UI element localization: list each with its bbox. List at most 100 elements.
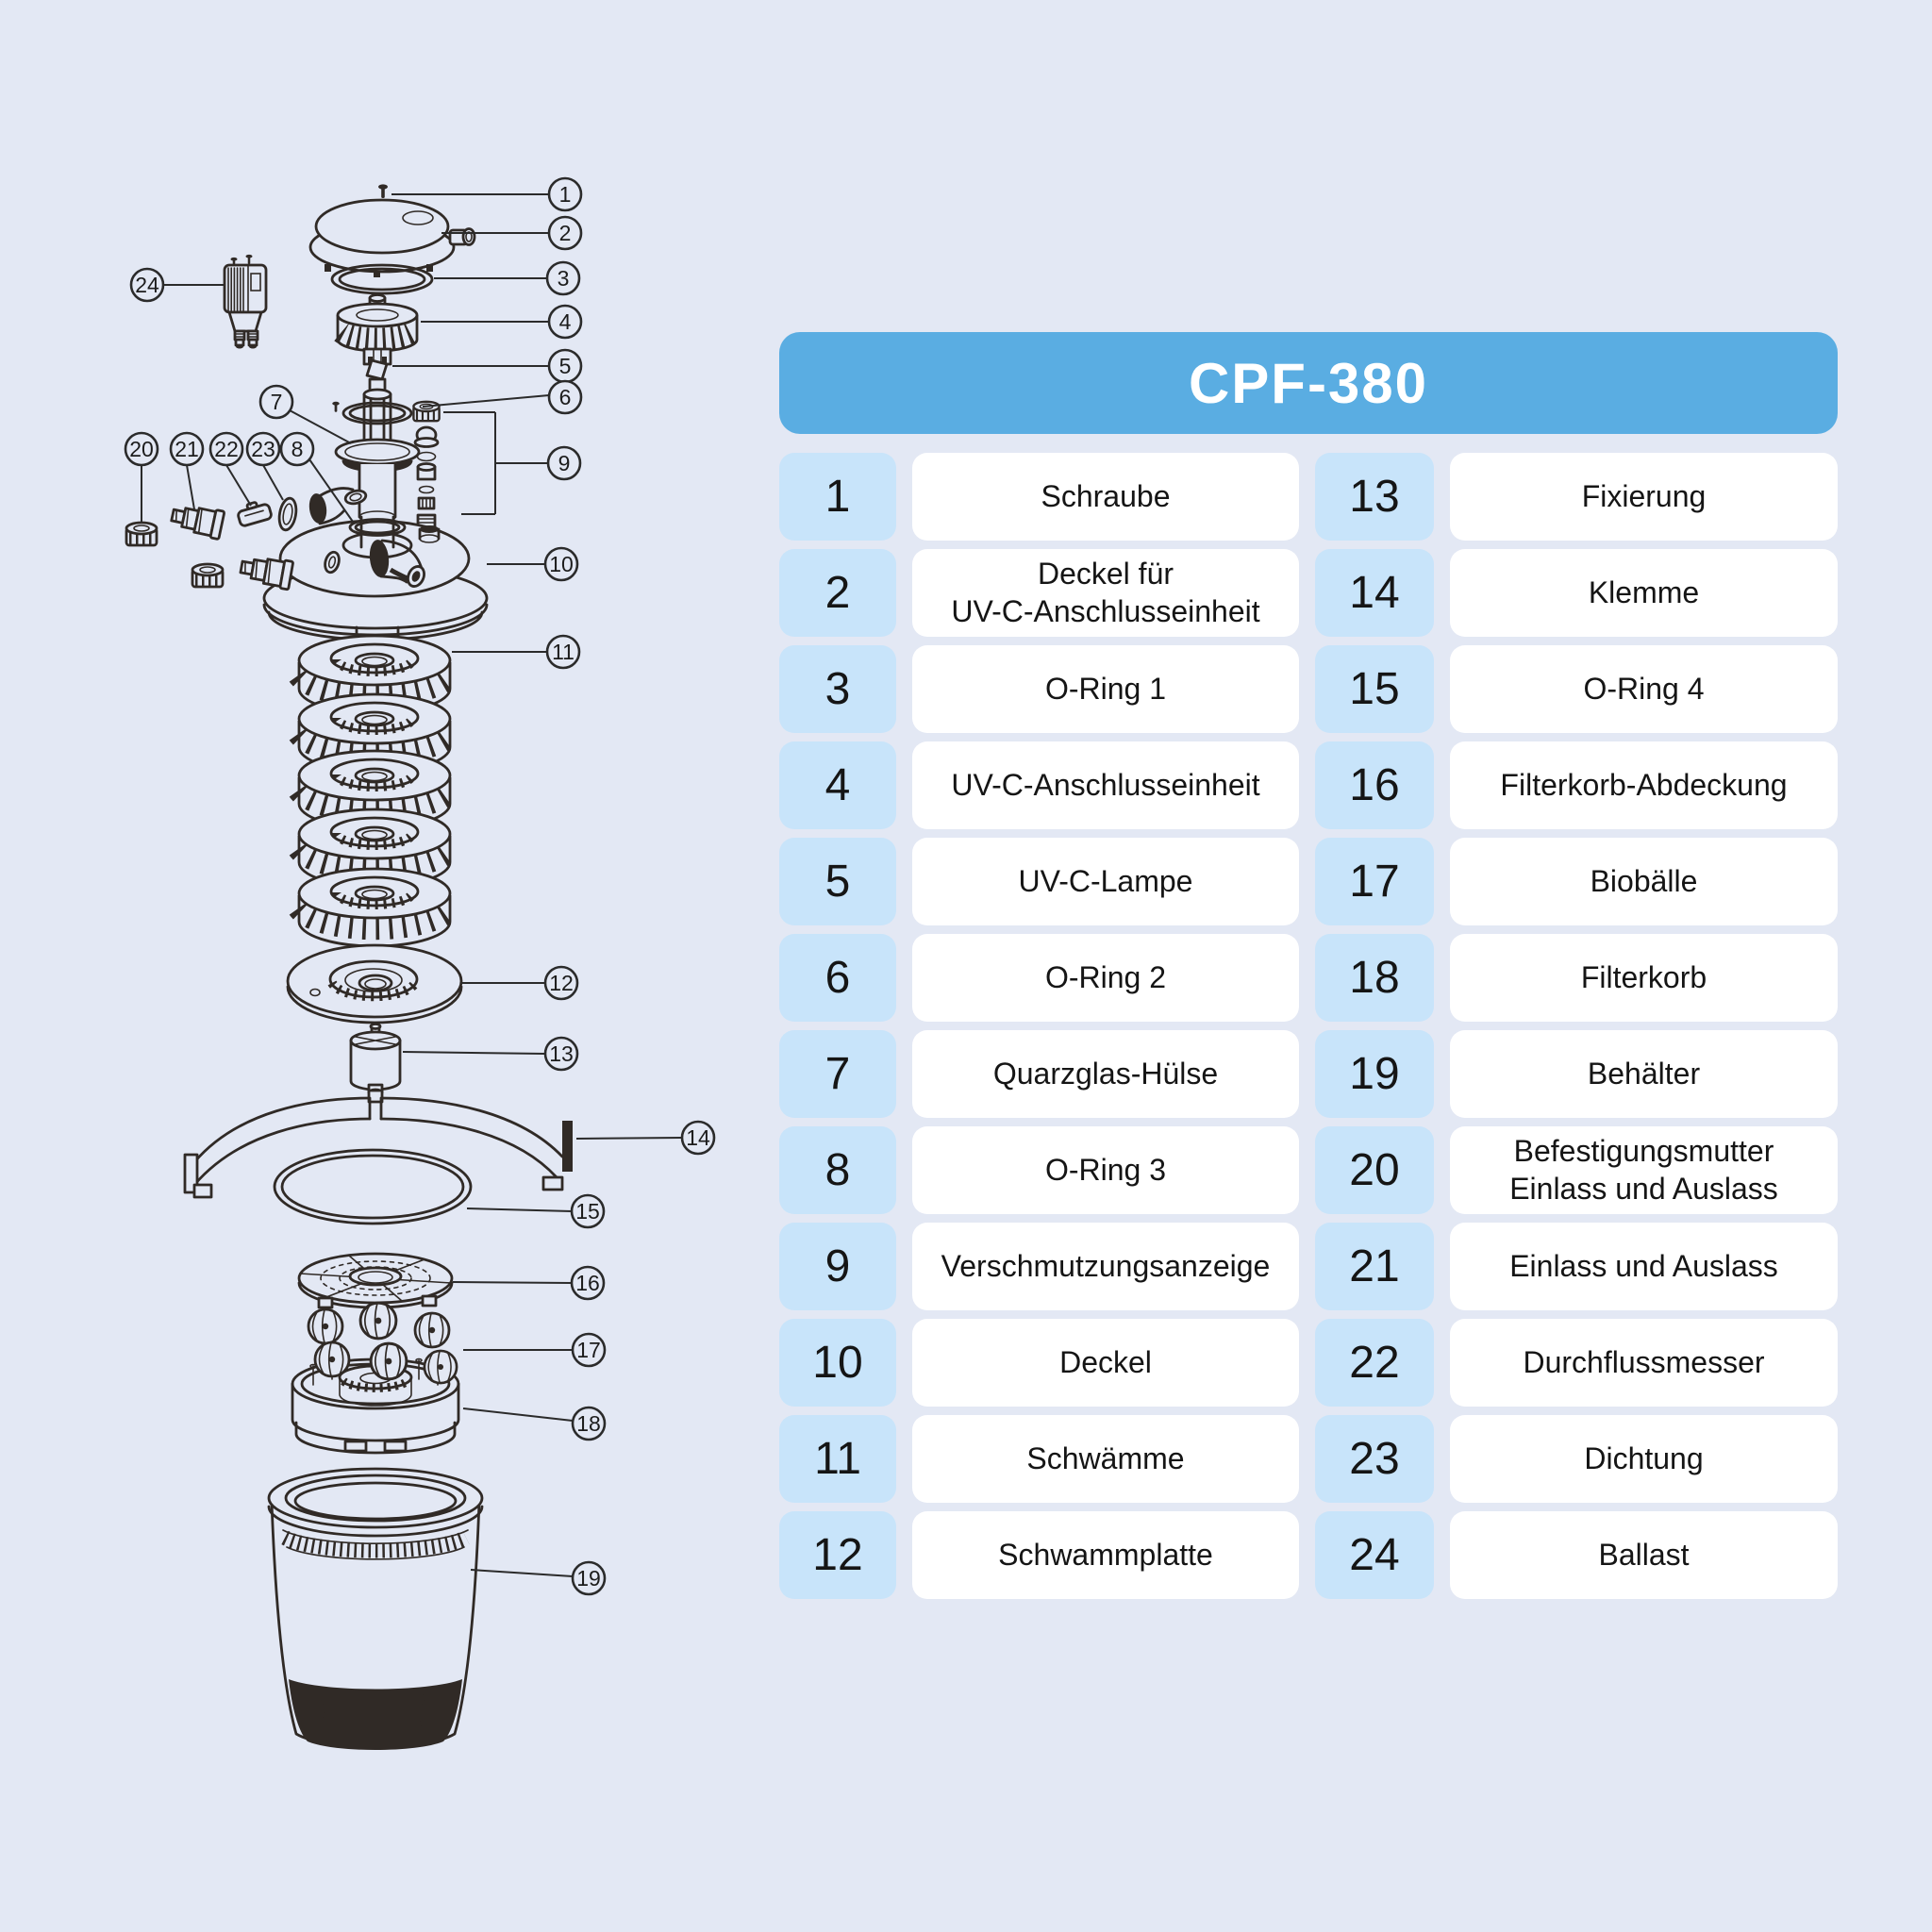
svg-text:10: 10 bbox=[549, 552, 574, 576]
parts-grid: 1 Schraube 13 Fixierung 2 Deckel für UV-… bbox=[779, 453, 1838, 1599]
part-name-cell: Ballast bbox=[1450, 1511, 1838, 1599]
part-number-cell: 18 bbox=[1315, 934, 1434, 1022]
svg-text:11: 11 bbox=[552, 640, 575, 664]
svg-text:17: 17 bbox=[576, 1338, 601, 1362]
part-name-cell: Filterkorb bbox=[1450, 934, 1838, 1022]
svg-text:9: 9 bbox=[558, 451, 571, 475]
callout-22: 22 bbox=[208, 431, 244, 467]
svg-text:8: 8 bbox=[291, 437, 304, 461]
svg-text:3: 3 bbox=[558, 266, 570, 291]
part-oring4-drawing bbox=[273, 1148, 473, 1225]
part-name-cell: UV-C-Anschlusseinheit bbox=[912, 741, 1299, 829]
part-name-cell: Deckel für UV-C-Anschlusseinheit bbox=[912, 549, 1299, 637]
callout-15: 15 bbox=[570, 1193, 606, 1229]
svg-text:24: 24 bbox=[135, 273, 159, 297]
svg-text:20: 20 bbox=[129, 437, 154, 461]
part-oring1-drawing bbox=[330, 263, 434, 295]
svg-text:1: 1 bbox=[559, 182, 572, 207]
part-inlet-outlet-cluster-drawing bbox=[126, 496, 298, 587]
part-name-cell: Fixierung bbox=[1450, 453, 1838, 541]
svg-text:12: 12 bbox=[549, 971, 574, 995]
svg-text:16: 16 bbox=[575, 1271, 600, 1295]
part-oring3-drawing bbox=[348, 518, 407, 537]
part-number-cell: 2 bbox=[779, 549, 896, 637]
callout-19: 19 bbox=[571, 1560, 607, 1596]
part-container-drawing bbox=[267, 1467, 484, 1750]
part-name-cell: Quarzglas-Hülse bbox=[912, 1030, 1299, 1118]
leader-lines bbox=[141, 193, 683, 1577]
part-number-cell: 20 bbox=[1315, 1126, 1434, 1214]
part-name-cell: O-Ring 1 bbox=[912, 645, 1299, 733]
part-name-cell: O-Ring 2 bbox=[912, 934, 1299, 1022]
svg-text:15: 15 bbox=[575, 1199, 600, 1224]
part-number-cell: 5 bbox=[779, 838, 896, 925]
svg-text:18: 18 bbox=[576, 1411, 601, 1436]
part-sponge-plate-drawing bbox=[286, 943, 463, 1024]
callout-9: 9 bbox=[546, 445, 582, 481]
svg-text:14: 14 bbox=[686, 1125, 710, 1150]
part-name-cell: Filterkorb-Abdeckung bbox=[1450, 741, 1838, 829]
part-name-cell: Durchflussmesser bbox=[1450, 1319, 1838, 1407]
callout-2: 2 bbox=[547, 215, 583, 251]
part-name-cell: UV-C-Lampe bbox=[912, 838, 1299, 925]
part-name-cell: Einlass und Auslass bbox=[1450, 1223, 1838, 1310]
part-name-cell: O-Ring 4 bbox=[1450, 645, 1838, 733]
part-lid-drawing bbox=[237, 487, 489, 659]
part-number-cell: 3 bbox=[779, 645, 896, 733]
svg-text:21: 21 bbox=[175, 437, 199, 461]
callout-18: 18 bbox=[571, 1406, 607, 1441]
svg-text:22: 22 bbox=[214, 437, 239, 461]
svg-text:2: 2 bbox=[559, 221, 572, 245]
part-name-cell: Deckel bbox=[912, 1319, 1299, 1407]
callout-24: 24 bbox=[129, 267, 165, 303]
part-name-cell: Dichtung bbox=[1450, 1415, 1838, 1503]
part-number-cell: 19 bbox=[1315, 1030, 1434, 1118]
callout-7: 7 bbox=[258, 384, 294, 420]
exploded-diagram: 1 2 3 4 5 6 7 8 9 10 11 12 13 14 15 16 1… bbox=[0, 176, 716, 1750]
part-name-cell: Verschmutzungsanzeige bbox=[912, 1223, 1299, 1310]
callout-8: 8 bbox=[279, 431, 315, 467]
callout-3: 3 bbox=[545, 260, 581, 296]
part-quartz-sleeve-drawing bbox=[334, 438, 421, 524]
callout-20: 20 bbox=[124, 431, 159, 467]
svg-text:7: 7 bbox=[271, 390, 283, 414]
part-number-cell: 23 bbox=[1315, 1415, 1434, 1503]
callout-10: 10 bbox=[543, 546, 579, 582]
part-uvc-unit-drawing bbox=[334, 293, 421, 366]
part-name-cell: Behälter bbox=[1450, 1030, 1838, 1118]
svg-text:19: 19 bbox=[576, 1566, 601, 1591]
table-title: CPF-380 bbox=[779, 332, 1838, 434]
callout-13: 13 bbox=[543, 1036, 579, 1072]
callout-12: 12 bbox=[543, 965, 579, 1001]
part-number-cell: 16 bbox=[1315, 741, 1434, 829]
part-fixing-drawing bbox=[349, 1023, 402, 1097]
svg-text:5: 5 bbox=[559, 354, 572, 378]
part-clamp-drawing bbox=[183, 1089, 573, 1199]
part-number-cell: 24 bbox=[1315, 1511, 1434, 1599]
part-number-cell: 8 bbox=[779, 1126, 896, 1214]
callout-6: 6 bbox=[547, 379, 583, 415]
part-name-cell: Klemme bbox=[1450, 549, 1838, 637]
callout-21: 21 bbox=[169, 431, 205, 467]
part-number-cell: 1 bbox=[779, 453, 896, 541]
part-oring2-drawing bbox=[332, 401, 423, 425]
part-number-cell: 22 bbox=[1315, 1319, 1434, 1407]
callout-23: 23 bbox=[245, 431, 281, 467]
part-number-cell: 4 bbox=[779, 741, 896, 829]
part-number-cell: 9 bbox=[779, 1223, 896, 1310]
callout-17: 17 bbox=[571, 1332, 607, 1368]
part-number-cell: 6 bbox=[779, 934, 896, 1022]
svg-text:6: 6 bbox=[559, 385, 572, 409]
callout-5: 5 bbox=[547, 348, 583, 384]
part-name-cell: Schraube bbox=[912, 453, 1299, 541]
callout-1: 1 bbox=[547, 176, 583, 212]
svg-text:4: 4 bbox=[559, 309, 572, 334]
svg-text:23: 23 bbox=[251, 437, 275, 461]
callout-11: 11 bbox=[545, 634, 581, 670]
part-number-cell: 13 bbox=[1315, 453, 1434, 541]
part-name-cell: Schwämme bbox=[912, 1415, 1299, 1503]
part-number-cell: 11 bbox=[779, 1415, 896, 1503]
part-number-cell: 12 bbox=[779, 1511, 896, 1599]
part-name-cell: Biobälle bbox=[1450, 838, 1838, 925]
